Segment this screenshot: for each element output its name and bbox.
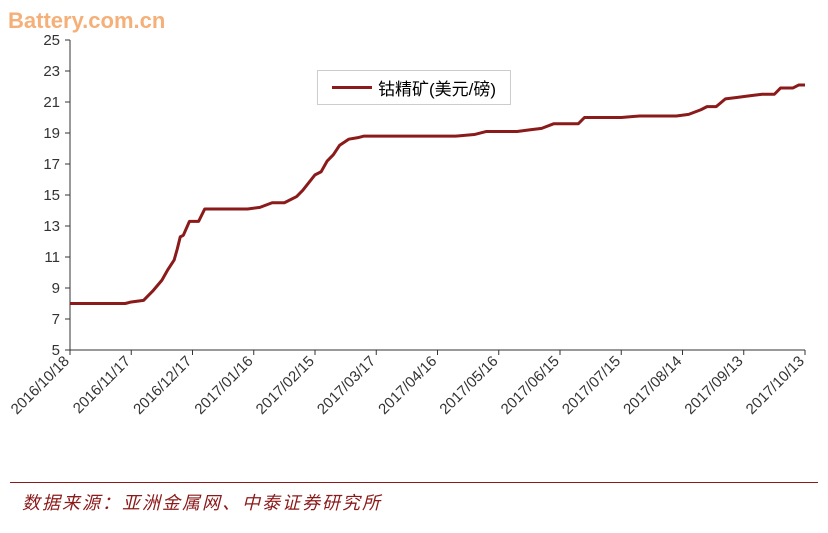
svg-text:19: 19 bbox=[43, 125, 60, 142]
svg-text:2017/02/15: 2017/02/15 bbox=[253, 353, 318, 418]
svg-text:25: 25 bbox=[43, 32, 60, 49]
svg-text:7: 7 bbox=[52, 311, 60, 328]
svg-text:9: 9 bbox=[52, 280, 60, 297]
svg-text:2016/10/18: 2016/10/18 bbox=[10, 353, 73, 418]
watermark-text: Battery.com.cn bbox=[8, 8, 165, 34]
svg-text:15: 15 bbox=[43, 187, 60, 204]
svg-text:13: 13 bbox=[43, 218, 60, 235]
svg-text:2017/10/13: 2017/10/13 bbox=[743, 353, 808, 418]
chart-container: Battery.com.cn 57911131517192123252016/1… bbox=[0, 0, 828, 533]
svg-text:2017/05/16: 2017/05/16 bbox=[436, 353, 501, 418]
source-label: 数据来源：亚洲金属网、中泰证券研究所 bbox=[22, 489, 382, 515]
svg-text:11: 11 bbox=[44, 249, 60, 266]
svg-text:2017/07/15: 2017/07/15 bbox=[559, 353, 624, 418]
svg-text:2017/08/14: 2017/08/14 bbox=[620, 353, 685, 418]
svg-text:2017/09/13: 2017/09/13 bbox=[681, 353, 746, 418]
svg-text:17: 17 bbox=[43, 156, 60, 173]
svg-text:2017/01/16: 2017/01/16 bbox=[191, 353, 256, 418]
legend-label: 钴精矿(美元/磅) bbox=[378, 75, 496, 100]
svg-text:21: 21 bbox=[43, 94, 60, 111]
svg-text:2017/06/15: 2017/06/15 bbox=[498, 353, 563, 418]
svg-text:2017/04/16: 2017/04/16 bbox=[375, 353, 440, 418]
svg-text:2016/12/17: 2016/12/17 bbox=[130, 353, 195, 418]
source-divider bbox=[10, 482, 818, 483]
legend: 钴精矿(美元/磅) bbox=[317, 70, 511, 105]
chart-area: 57911131517192123252016/10/182016/11/172… bbox=[10, 30, 818, 460]
legend-line bbox=[332, 86, 372, 89]
svg-text:2017/03/17: 2017/03/17 bbox=[314, 353, 379, 418]
svg-text:23: 23 bbox=[43, 63, 60, 80]
svg-text:2016/11/17: 2016/11/17 bbox=[70, 353, 134, 417]
